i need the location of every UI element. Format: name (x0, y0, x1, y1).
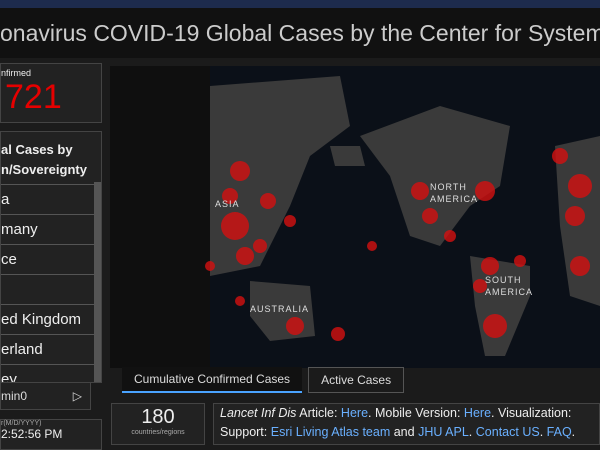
footer-line: Lancet Inf Dis Article: Here. Mobile Ver… (220, 404, 599, 423)
updated-label: r(M/D/YYYY) (1, 420, 42, 427)
text: . (468, 425, 473, 439)
pager[interactable]: min0 ▷ (0, 382, 91, 410)
map-label: ASIA (215, 199, 240, 209)
updated-time: 2:52:56 PM (1, 427, 63, 441)
case-circles (205, 148, 592, 341)
text: Support: (220, 425, 268, 439)
countries-label: countries/regions (131, 429, 185, 436)
confirmed-value: 721 (5, 78, 62, 116)
text: and (393, 425, 415, 439)
tab[interactable]: Active Cases (308, 367, 405, 393)
map-label: SOUTH AMERICA (485, 275, 533, 297)
list-item[interactable] (1, 275, 101, 305)
list-item[interactable]: ce (1, 245, 101, 275)
link[interactable]: Contact US (475, 425, 540, 439)
countries-value: 180 (141, 406, 175, 428)
scrollbar (94, 182, 101, 382)
countries-box: 180 countries/regions (111, 403, 205, 445)
link[interactable]: Esri Living Atlas team (270, 425, 391, 439)
list-item[interactable]: erland (1, 335, 101, 365)
updated-box: r(M/D/YYYY) 2:52:56 PM (0, 419, 102, 450)
tabs: Cumulative Confirmed Cases Active Cases (122, 367, 405, 393)
text: . Mobile Version: (368, 406, 461, 420)
list-item[interactable]: ed Kingdom (1, 305, 101, 335)
list-item[interactable]: ey (1, 365, 101, 382)
list-item[interactable]: many (1, 215, 101, 245)
footer: Lancet Inf Dis Article: Here. Mobile Ver… (213, 403, 600, 445)
map-label: NORTH AMERICA (430, 182, 478, 204)
list-panel: al Cases by n/Sovereignty a many ce ed Kin… (0, 131, 102, 383)
confirmed-label: nfirmed (1, 68, 32, 78)
list-item[interactable]: a (1, 185, 101, 215)
footer-line: Support: Esri Living Atlas team and JHU … (220, 423, 599, 442)
list-title-line: al Cases by (1, 142, 73, 157)
link[interactable]: JHU APL (418, 425, 469, 439)
link[interactable]: FAQ (546, 425, 572, 439)
text: Lancet Inf Dis (220, 406, 297, 420)
confirmed-box: nfirmed 721 (0, 63, 102, 123)
text: Article: (299, 406, 338, 420)
link[interactable]: Here (340, 406, 369, 420)
list-rows: a many ce ed Kingdom erland ey (1, 185, 101, 382)
pager-text: min0 (1, 389, 28, 403)
pager-arrow[interactable]: ▷ (72, 389, 82, 403)
list-title: al Cases by n/Sovereignty (1, 132, 101, 185)
link[interactable]: Here (463, 406, 492, 420)
map: ASIA NORTH AMERICA SOUTH AMERICA AUSTRALIA (110, 66, 600, 368)
title: onavirus COVID-19 Global Cases by the Ce… (0, 8, 600, 58)
map-label: AUSTRALIA (250, 304, 309, 314)
text: . Visualization: (491, 406, 572, 420)
list-title-line: n/Sovereignty (1, 162, 87, 177)
text: . (539, 425, 544, 439)
top-strip (0, 0, 600, 8)
tab[interactable]: Cumulative Confirmed Cases (122, 367, 303, 393)
text: . (571, 425, 576, 439)
